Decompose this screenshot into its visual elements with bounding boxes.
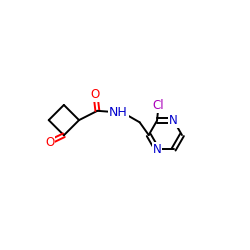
Text: O: O: [45, 136, 54, 148]
Text: O: O: [91, 88, 100, 101]
Text: N: N: [169, 114, 178, 127]
Text: Cl: Cl: [152, 99, 164, 112]
Text: NH: NH: [109, 106, 128, 118]
Text: N: N: [153, 143, 162, 156]
